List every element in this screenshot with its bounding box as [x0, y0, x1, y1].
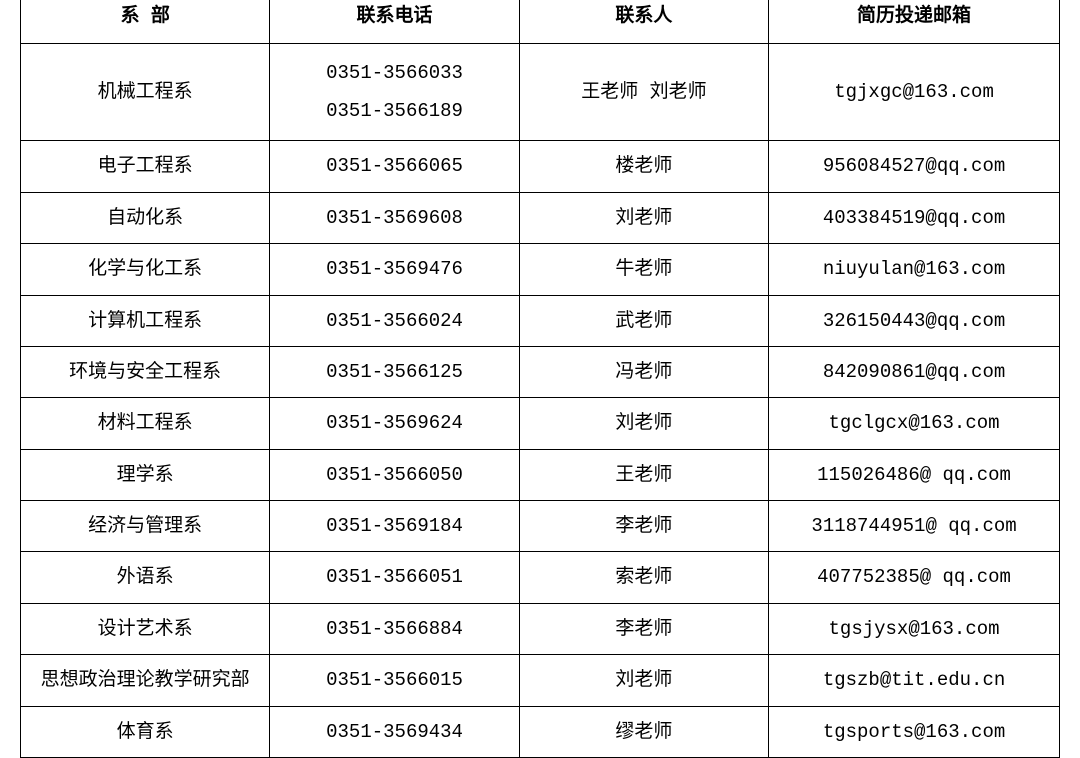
- cell-email: tgjxgc@163.com: [769, 44, 1060, 141]
- cell-phone: 0351-3569184: [270, 501, 519, 552]
- cell-phone: 0351-3566125: [270, 346, 519, 397]
- cell-phone: 0351-3569476: [270, 244, 519, 295]
- contact-table-container: 系 部 联系电话 联系人 简历投递邮箱 机械工程系 0351-356603303…: [20, 0, 1060, 758]
- cell-phone: 0351-3569624: [270, 398, 519, 449]
- cell-contact: 冯老师: [519, 346, 768, 397]
- cell-department: 材料工程系: [21, 398, 270, 449]
- cell-contact: 王老师 刘老师: [519, 44, 768, 141]
- cell-contact: 刘老师: [519, 192, 768, 243]
- table-row: 化学与化工系 0351-3569476 牛老师 niuyulan@163.com: [21, 244, 1060, 295]
- cell-email: tgclgcx@163.com: [769, 398, 1060, 449]
- cell-department: 机械工程系: [21, 44, 270, 141]
- cell-department: 化学与化工系: [21, 244, 270, 295]
- cell-phone: 0351-3566884: [270, 603, 519, 654]
- cell-phone: 0351-3569608: [270, 192, 519, 243]
- contact-table: 系 部 联系电话 联系人 简历投递邮箱 机械工程系 0351-356603303…: [20, 0, 1060, 758]
- table-row: 理学系 0351-3566050 王老师 115026486@ qq.com: [21, 449, 1060, 500]
- header-email: 简历投递邮箱: [769, 0, 1060, 44]
- table-row: 计算机工程系 0351-3566024 武老师 326150443@qq.com: [21, 295, 1060, 346]
- table-row: 思想政治理论教学研究部 0351-3566015 刘老师 tgszb@tit.e…: [21, 655, 1060, 706]
- cell-email: 3118744951@ qq.com: [769, 501, 1060, 552]
- cell-department: 理学系: [21, 449, 270, 500]
- cell-email: 407752385@ qq.com: [769, 552, 1060, 603]
- cell-phone: 0351-3566065: [270, 141, 519, 192]
- cell-contact: 李老师: [519, 501, 768, 552]
- cell-contact: 刘老师: [519, 398, 768, 449]
- cell-contact: 牛老师: [519, 244, 768, 295]
- table-row: 材料工程系 0351-3569624 刘老师 tgclgcx@163.com: [21, 398, 1060, 449]
- cell-contact: 楼老师: [519, 141, 768, 192]
- cell-department: 自动化系: [21, 192, 270, 243]
- cell-contact: 索老师: [519, 552, 768, 603]
- cell-contact: 武老师: [519, 295, 768, 346]
- cell-department: 思想政治理论教学研究部: [21, 655, 270, 706]
- cell-email: 403384519@qq.com: [769, 192, 1060, 243]
- header-row: 系 部 联系电话 联系人 简历投递邮箱: [21, 0, 1060, 44]
- cell-phone: 0351-3566051: [270, 552, 519, 603]
- table-row: 机械工程系 0351-35660330351-3566189 王老师 刘老师 t…: [21, 44, 1060, 141]
- table-header: 系 部 联系电话 联系人 简历投递邮箱: [21, 0, 1060, 44]
- cell-department: 经济与管理系: [21, 501, 270, 552]
- table-row: 设计艺术系 0351-3566884 李老师 tgsjysx@163.com: [21, 603, 1060, 654]
- table-row: 经济与管理系 0351-3569184 李老师 3118744951@ qq.c…: [21, 501, 1060, 552]
- cell-phone: 0351-35660330351-3566189: [270, 44, 519, 141]
- cell-phone: 0351-3566050: [270, 449, 519, 500]
- cell-phone: 0351-3566015: [270, 655, 519, 706]
- cell-phone: 0351-3566024: [270, 295, 519, 346]
- table-row: 自动化系 0351-3569608 刘老师 403384519@qq.com: [21, 192, 1060, 243]
- cell-contact: 王老师: [519, 449, 768, 500]
- cell-department: 外语系: [21, 552, 270, 603]
- cell-contact: 缪老师: [519, 706, 768, 757]
- header-contact: 联系人: [519, 0, 768, 44]
- cell-email: 956084527@qq.com: [769, 141, 1060, 192]
- cell-contact: 刘老师: [519, 655, 768, 706]
- cell-email: tgsjysx@163.com: [769, 603, 1060, 654]
- table-row: 外语系 0351-3566051 索老师 407752385@ qq.com: [21, 552, 1060, 603]
- cell-email: 842090861@qq.com: [769, 346, 1060, 397]
- table-row: 体育系 0351-3569434 缪老师 tgsports@163.com: [21, 706, 1060, 757]
- cell-department: 环境与安全工程系: [21, 346, 270, 397]
- cell-email: niuyulan@163.com: [769, 244, 1060, 295]
- cell-phone: 0351-3569434: [270, 706, 519, 757]
- cell-email: tgszb@tit.edu.cn: [769, 655, 1060, 706]
- cell-email: 326150443@qq.com: [769, 295, 1060, 346]
- cell-contact: 李老师: [519, 603, 768, 654]
- header-phone: 联系电话: [270, 0, 519, 44]
- cell-email: tgsports@163.com: [769, 706, 1060, 757]
- table-row: 环境与安全工程系 0351-3566125 冯老师 842090861@qq.c…: [21, 346, 1060, 397]
- table-body: 机械工程系 0351-35660330351-3566189 王老师 刘老师 t…: [21, 44, 1060, 758]
- cell-department: 体育系: [21, 706, 270, 757]
- header-department: 系 部: [21, 0, 270, 44]
- cell-email: 115026486@ qq.com: [769, 449, 1060, 500]
- cell-department: 设计艺术系: [21, 603, 270, 654]
- table-row: 电子工程系 0351-3566065 楼老师 956084527@qq.com: [21, 141, 1060, 192]
- cell-department: 电子工程系: [21, 141, 270, 192]
- cell-department: 计算机工程系: [21, 295, 270, 346]
